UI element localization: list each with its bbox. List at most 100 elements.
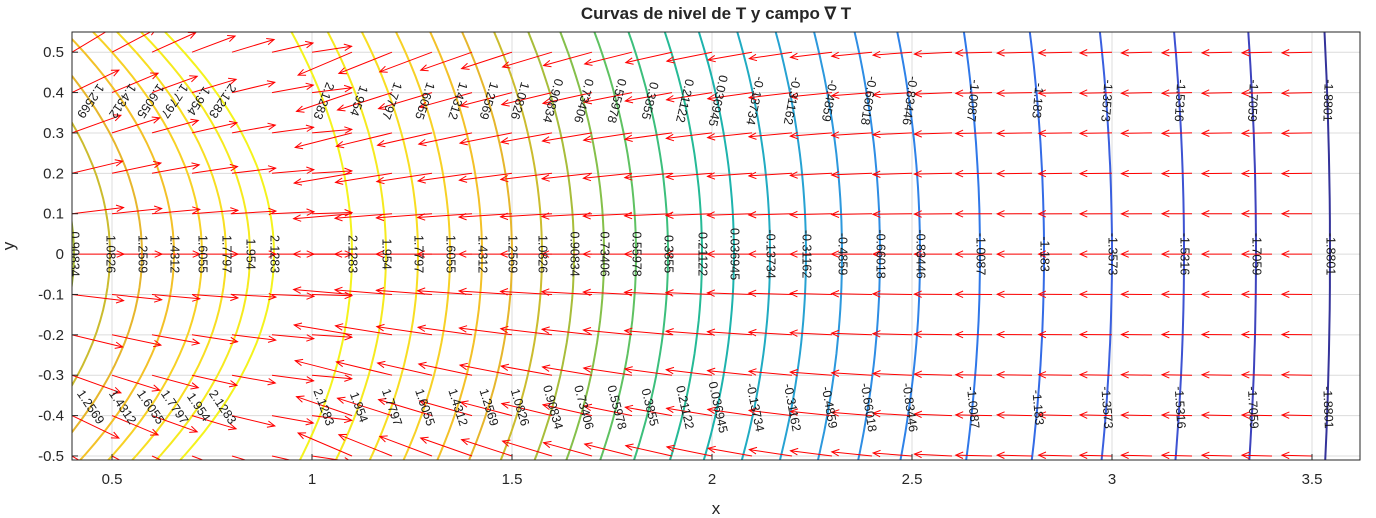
gradient-arrow — [790, 371, 833, 376]
gradient-arrow — [955, 92, 993, 94]
contour-label: -1.8801 — [1320, 386, 1335, 429]
arrow-head — [1200, 89, 1210, 97]
gradient-arrow — [336, 361, 393, 376]
arrow-head — [334, 177, 344, 185]
arrow-head — [458, 175, 468, 183]
gradient-arrow — [997, 51, 1033, 54]
gradient-arrow — [72, 160, 123, 174]
arrow-head — [1120, 290, 1129, 299]
contour-label: 1.6055 — [444, 235, 458, 273]
gradient-arrow — [337, 92, 393, 111]
gradient-arrow — [708, 447, 753, 457]
gradient-arrow — [151, 32, 197, 53]
arrow-head — [747, 368, 757, 376]
arrow-head — [344, 209, 354, 217]
gradient-arrow — [271, 42, 314, 53]
arrow-head — [267, 122, 277, 131]
arrow-head — [747, 93, 757, 101]
gradient-arrow — [790, 132, 833, 137]
x-tick-label: 1 — [308, 471, 316, 488]
arrow-head — [913, 450, 923, 459]
arrow-head — [1240, 210, 1250, 218]
gradient-arrow — [501, 132, 553, 143]
arrow-head — [706, 172, 716, 180]
arrow-head — [1240, 129, 1250, 137]
arrow-head — [582, 135, 592, 143]
gradient-arrow — [111, 208, 162, 215]
arrow-head — [624, 404, 634, 413]
arrow-head — [343, 43, 353, 52]
arrow-head — [747, 250, 757, 258]
contour-label: 0.73406 — [598, 232, 612, 277]
arrow-head — [305, 418, 315, 426]
arrow-head — [541, 98, 551, 106]
arrow-head — [665, 56, 675, 64]
contour-label: 1.0826 — [536, 235, 550, 273]
gradient-arrow — [501, 403, 553, 417]
gradient-arrow — [1281, 454, 1313, 457]
gradient-arrow — [271, 169, 314, 174]
gradient-arrow — [665, 213, 713, 216]
gradient-arrow — [191, 334, 238, 343]
gradient-arrow — [311, 415, 352, 421]
gradient-arrow — [231, 334, 276, 341]
arrow-head — [115, 204, 125, 213]
arrow-head — [189, 75, 199, 83]
gradient-arrow — [111, 72, 159, 94]
arrow-head — [228, 77, 238, 85]
arrow-head — [954, 169, 964, 178]
arrow-head — [871, 210, 881, 218]
gradient-arrow — [295, 132, 353, 148]
arrow-head — [1200, 129, 1210, 137]
arrow-head — [789, 408, 799, 416]
arrow-head — [375, 213, 385, 222]
arrow-head — [306, 292, 316, 300]
arrow-head — [344, 333, 354, 341]
arrow-head — [305, 124, 315, 132]
arrow-head — [1240, 411, 1250, 419]
arrow-head — [190, 382, 200, 390]
arrow-head — [1280, 371, 1290, 379]
gradient-arrow — [666, 51, 713, 62]
gradient-arrow — [748, 132, 793, 138]
arrow-head — [228, 423, 238, 431]
gradient-arrow — [790, 213, 833, 216]
arrow-head — [1280, 129, 1290, 137]
gradient-arrow — [418, 172, 473, 182]
gradient-arrow — [541, 291, 593, 295]
arrow-head — [1120, 451, 1129, 460]
gradient-arrow — [1201, 51, 1233, 54]
arrow-head — [419, 64, 429, 72]
gradient-arrow — [914, 92, 953, 95]
arrow-head — [112, 386, 123, 394]
arrow-head — [706, 367, 716, 376]
arrow-head — [789, 92, 799, 100]
arrow-head — [1120, 169, 1129, 178]
arrow-head — [1037, 290, 1047, 299]
gradient-arrow — [500, 213, 553, 218]
gradient-arrow — [271, 211, 315, 215]
arrow-head — [266, 80, 276, 88]
gradient-arrow — [335, 325, 393, 336]
contour-label: -1.183 — [1029, 389, 1046, 426]
gradient-arrow — [311, 455, 343, 460]
contour-label: 1.4312 — [168, 235, 182, 273]
arrow-head — [499, 137, 510, 145]
arrow-head — [995, 411, 1005, 419]
gradient-arrow — [191, 415, 237, 430]
gradient-arrow — [625, 92, 673, 102]
gradient-arrow — [231, 39, 275, 53]
gradient-arrow — [1121, 92, 1153, 94]
y-tick-label: 0 — [56, 246, 64, 263]
gradient-arrow — [111, 415, 159, 436]
arrow-head — [191, 338, 201, 346]
arrow-head — [1037, 210, 1047, 218]
gradient-arrow — [418, 132, 473, 145]
gradient-arrow — [707, 132, 753, 139]
arrow-head — [665, 444, 675, 453]
arrow-head — [665, 405, 675, 414]
arrow-head — [501, 61, 511, 69]
arrow-head — [460, 62, 470, 70]
arrow-head — [110, 431, 121, 439]
